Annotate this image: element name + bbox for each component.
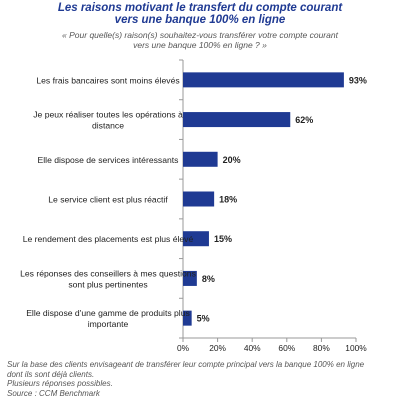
x-tick-label: 20% — [209, 343, 226, 353]
footnote: Sur la base des clients envisageant de t… — [7, 360, 397, 398]
bar — [183, 72, 344, 88]
x-tick-label: 80% — [313, 343, 330, 353]
category-label: Les réponses des conseillers à mes quest… — [20, 268, 196, 278]
survey-question-line-2: vers une banque 100% en ligne ? » — [133, 40, 267, 50]
category-label: Je peux réaliser toutes les opérations à — [33, 110, 183, 120]
data-label: 62% — [295, 115, 313, 125]
category-label: Le service client est plus réactif — [48, 195, 168, 205]
footnote-line-2: dont ils sont déjà clients. — [7, 369, 95, 379]
x-tick-label: 100% — [345, 343, 367, 353]
x-tick-label: 0% — [177, 343, 190, 353]
category-label: Elle dispose d'une gamme de produits plu… — [26, 308, 190, 318]
data-label: 20% — [223, 155, 241, 165]
bar — [183, 151, 218, 167]
category-label: Elle dispose de services intéressants — [38, 155, 179, 165]
bar — [183, 191, 215, 207]
chart-title-line-2: vers une banque 100% en ligne — [114, 14, 286, 26]
x-tick-label: 60% — [278, 343, 295, 353]
data-label: 5% — [197, 314, 210, 324]
chart-title-line-1: Les raisons motivant le transfert du com… — [57, 2, 343, 14]
survey-question-line-1: « Pour quelle(s) raison(s) souhaitez-vou… — [62, 30, 338, 40]
chart-title: Les raisons motivant le transfert du com… — [0, 2, 400, 26]
data-label: 18% — [219, 195, 237, 205]
category-label: distance — [92, 121, 124, 131]
data-label: 93% — [349, 75, 367, 85]
footnote-line-1: Sur la base des clients envisageant de t… — [7, 360, 365, 369]
category-label: importante — [88, 319, 129, 329]
category-label: Les frais bancaires sont moins élevés — [36, 75, 179, 85]
bar-chart: Les frais bancaires sont moins élevés 93%… — [20, 59, 367, 353]
bar — [183, 112, 291, 128]
bar — [183, 310, 192, 326]
data-label: 8% — [202, 274, 215, 284]
footnote-source: Source : CCM Benchmark — [7, 388, 100, 398]
category-label: Le rendement des placements est plus éle… — [23, 234, 194, 244]
footnote-line-3: Plusieurs réponses possibles. — [7, 379, 113, 388]
data-label: 15% — [214, 234, 232, 244]
bar — [183, 270, 197, 286]
x-tick-label: 40% — [244, 343, 261, 353]
category-label: sont plus pertinentes — [68, 279, 147, 289]
bar — [183, 231, 209, 247]
survey-question: « Pour quelle(s) raison(s) souhaitez-vou… — [0, 30, 400, 50]
